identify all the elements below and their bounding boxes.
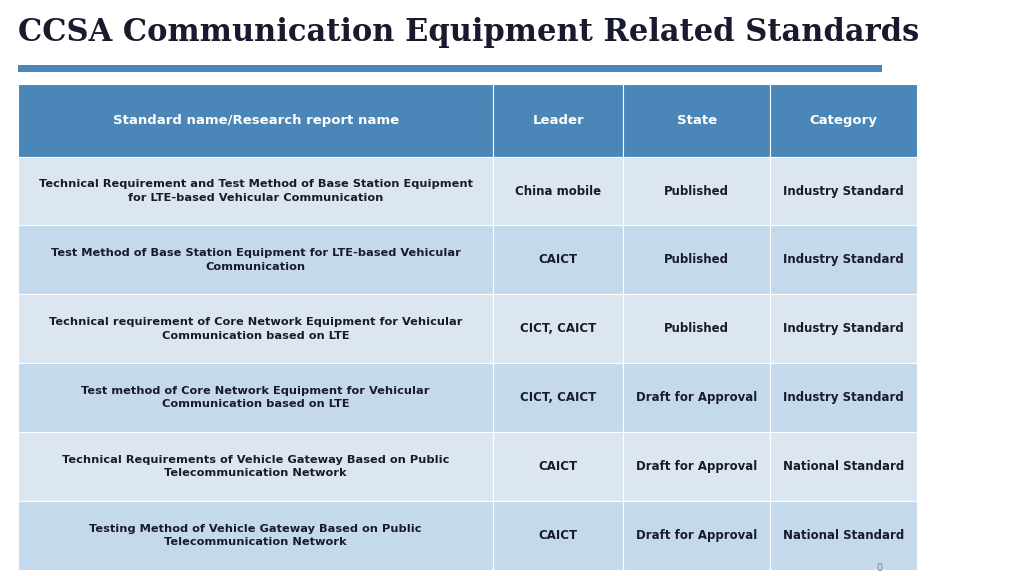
Text: China mobile: China mobile <box>515 184 601 198</box>
Text: CAICT: CAICT <box>539 529 578 542</box>
Bar <box>770 501 918 570</box>
Bar <box>770 363 918 433</box>
Bar <box>624 363 770 433</box>
Text: Category: Category <box>810 113 878 127</box>
Text: Industry Standard: Industry Standard <box>783 253 904 267</box>
Text: Industry Standard: Industry Standard <box>783 391 904 404</box>
Bar <box>18 501 494 570</box>
Text: 0: 0 <box>877 563 883 573</box>
Text: Published: Published <box>665 184 729 198</box>
Bar <box>18 65 883 72</box>
Text: Testing Method of Vehicle Gateway Based on Public
Telecommunication Network: Testing Method of Vehicle Gateway Based … <box>89 524 422 547</box>
Bar <box>624 157 770 225</box>
Bar <box>624 433 770 501</box>
Bar <box>18 225 494 294</box>
Bar <box>494 157 624 225</box>
Bar <box>770 84 918 157</box>
Bar <box>624 225 770 294</box>
Text: Draft for Approval: Draft for Approval <box>636 529 757 542</box>
Bar <box>770 294 918 363</box>
Text: Draft for Approval: Draft for Approval <box>636 460 757 473</box>
Text: National Standard: National Standard <box>783 529 904 542</box>
Text: Test method of Core Network Equipment for Vehicular
Communication based on LTE: Test method of Core Network Equipment fo… <box>82 386 430 410</box>
Bar <box>494 84 624 157</box>
Bar <box>624 84 770 157</box>
Text: CICT, CAICT: CICT, CAICT <box>520 391 596 404</box>
Bar <box>624 294 770 363</box>
Text: Technical requirement of Core Network Equipment for Vehicular
Communication base: Technical requirement of Core Network Eq… <box>49 317 463 340</box>
Bar <box>494 294 624 363</box>
Text: Technical Requirement and Test Method of Base Station Equipment
for LTE-based Ve: Technical Requirement and Test Method of… <box>39 179 473 203</box>
Text: Industry Standard: Industry Standard <box>783 323 904 335</box>
Text: Published: Published <box>665 253 729 267</box>
Text: CCSA Communication Equipment Related Standards: CCSA Communication Equipment Related Sta… <box>18 17 920 48</box>
Bar <box>18 157 494 225</box>
Text: State: State <box>677 113 717 127</box>
Bar <box>18 363 494 433</box>
Text: National Standard: National Standard <box>783 460 904 473</box>
Text: Technical Requirements of Vehicle Gateway Based on Public
Telecommunication Netw: Technical Requirements of Vehicle Gatewa… <box>62 455 450 479</box>
Bar <box>770 225 918 294</box>
Bar <box>494 225 624 294</box>
Bar <box>770 157 918 225</box>
Text: Industry Standard: Industry Standard <box>783 184 904 198</box>
Bar <box>18 84 494 157</box>
Text: CICT, CAICT: CICT, CAICT <box>520 323 596 335</box>
Bar <box>18 433 494 501</box>
Text: CAICT: CAICT <box>539 460 578 473</box>
Bar <box>494 433 624 501</box>
Text: Published: Published <box>665 323 729 335</box>
Bar <box>494 501 624 570</box>
Text: Test Method of Base Station Equipment for LTE-based Vehicular
Communication: Test Method of Base Station Equipment fo… <box>51 248 461 271</box>
Text: Draft for Approval: Draft for Approval <box>636 391 757 404</box>
Text: Standard name/Research report name: Standard name/Research report name <box>113 113 398 127</box>
Bar <box>494 363 624 433</box>
Text: Leader: Leader <box>532 113 584 127</box>
Text: CAICT: CAICT <box>539 253 578 267</box>
Bar <box>18 294 494 363</box>
Bar <box>770 433 918 501</box>
Bar <box>624 501 770 570</box>
